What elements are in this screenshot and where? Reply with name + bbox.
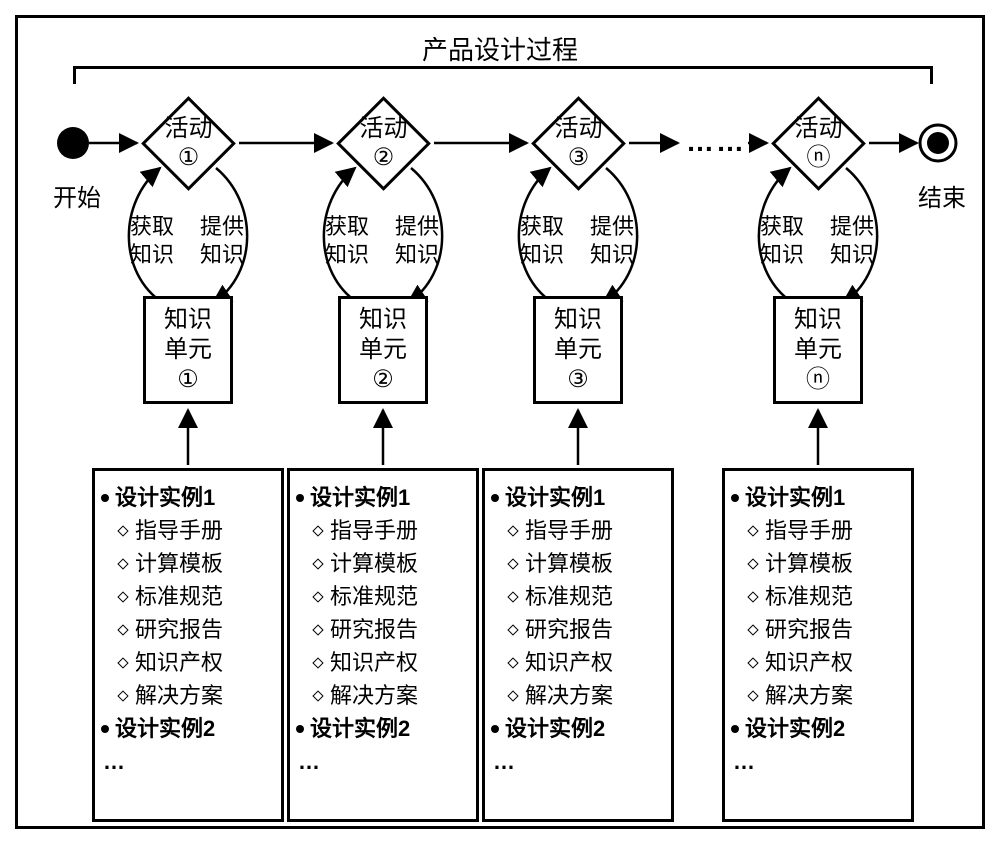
ku-1-l1: 知识 (164, 305, 212, 335)
detail-row: 指导手册 (101, 514, 275, 547)
loop-left-label-3: 获取知识 (520, 213, 564, 268)
detail-row: 解决方案 (296, 679, 470, 712)
detail-row: 知识产权 (731, 646, 905, 679)
ku-n-l1: 知识 (794, 305, 842, 335)
detail-row: 设计实例1 (491, 481, 665, 514)
detail-row: 标准规范 (731, 580, 905, 613)
loop-left-label-n: 获取知识 (760, 213, 804, 268)
start-node-icon (57, 127, 89, 159)
activity-n-text: 活动 (795, 115, 843, 144)
loop-left-label-2: 获取知识 (325, 213, 369, 268)
activity-label-n: 活动 ⓝ (771, 96, 866, 191)
detail-box-n: 设计实例1指导手册计算模板标准规范研究报告知识产权解决方案设计实例2… (722, 468, 914, 822)
activity-label-1: 活动 ① (141, 96, 236, 191)
detail-row: 指导手册 (491, 514, 665, 547)
start-label: 开始 (53, 178, 101, 213)
detail-row: … (101, 745, 275, 778)
outer-frame: 产品设计过程 (15, 15, 985, 829)
detail-row: 指导手册 (731, 514, 905, 547)
loop-right-label-n: 提供知识 (830, 213, 874, 268)
detail-row: 研究报告 (491, 613, 665, 646)
detail-row: 设计实例2 (296, 712, 470, 745)
detail-row: 计算模板 (296, 547, 470, 580)
detail-row: 标准规范 (491, 580, 665, 613)
detail-box-1: 设计实例1指导手册计算模板标准规范研究报告知识产权解决方案设计实例2… (92, 468, 284, 822)
detail-row: 设计实例2 (731, 712, 905, 745)
activity-label-2: 活动 ② (336, 96, 431, 191)
detail-row: 解决方案 (731, 679, 905, 712)
ku-n-num: ⓝ (806, 365, 830, 395)
detail-row: 解决方案 (101, 679, 275, 712)
detail-row: 设计实例1 (296, 481, 470, 514)
detail-row: 标准规范 (101, 580, 275, 613)
ku-2-l1: 知识 (359, 305, 407, 335)
activity-ellipsis: …… (686, 126, 746, 158)
activity-3-num: ③ (568, 144, 590, 173)
ku-1-num: ① (177, 365, 199, 395)
detail-row: 计算模板 (731, 547, 905, 580)
detail-row: 解决方案 (491, 679, 665, 712)
knowledge-unit-2: 知识 单元 ② (338, 296, 428, 404)
detail-row: 研究报告 (101, 613, 275, 646)
activity-2-num: ② (373, 144, 395, 173)
end-node-dot-icon (927, 132, 949, 154)
detail-row: 计算模板 (101, 547, 275, 580)
ku-3-l2: 单元 (554, 335, 602, 365)
activity-label-3: 活动 ③ (531, 96, 626, 191)
detail-row: 标准规范 (296, 580, 470, 613)
detail-row: … (731, 745, 905, 778)
loop-right-label-3: 提供知识 (590, 213, 634, 268)
detail-row: 研究报告 (296, 613, 470, 646)
detail-row: 知识产权 (491, 646, 665, 679)
loop-right-label-2: 提供知识 (395, 213, 439, 268)
ku-n-l2: 单元 (794, 335, 842, 365)
detail-box-2: 设计实例1指导手册计算模板标准规范研究报告知识产权解决方案设计实例2… (287, 468, 479, 822)
knowledge-unit-1: 知识 单元 ① (143, 296, 233, 404)
ku-3-num: ③ (567, 365, 589, 395)
ku-1-l2: 单元 (164, 335, 212, 365)
activity-1-num: ① (178, 144, 200, 173)
detail-row: 指导手册 (296, 514, 470, 547)
detail-row: 知识产权 (296, 646, 470, 679)
activity-3-text: 活动 (555, 115, 603, 144)
loop-right-label-1: 提供知识 (200, 213, 244, 268)
activity-2-text: 活动 (360, 115, 408, 144)
detail-row: … (491, 745, 665, 778)
detail-row: 设计实例1 (101, 481, 275, 514)
detail-row: 设计实例2 (491, 712, 665, 745)
detail-row: 知识产权 (101, 646, 275, 679)
detail-row: 研究报告 (731, 613, 905, 646)
end-label: 结束 (918, 178, 966, 213)
detail-row: 计算模板 (491, 547, 665, 580)
knowledge-unit-n: 知识 单元 ⓝ (773, 296, 863, 404)
detail-row: … (296, 745, 470, 778)
detail-box-3: 设计实例1指导手册计算模板标准规范研究报告知识产权解决方案设计实例2… (482, 468, 674, 822)
detail-row: 设计实例1 (731, 481, 905, 514)
ku-3-l1: 知识 (554, 305, 602, 335)
loop-left-label-1: 获取知识 (130, 213, 174, 268)
activity-1-text: 活动 (165, 115, 213, 144)
ku-2-num: ② (372, 365, 394, 395)
ku-2-l2: 单元 (359, 335, 407, 365)
activity-n-num: ⓝ (807, 144, 831, 173)
knowledge-unit-3: 知识 单元 ③ (533, 296, 623, 404)
detail-row: 设计实例2 (101, 712, 275, 745)
